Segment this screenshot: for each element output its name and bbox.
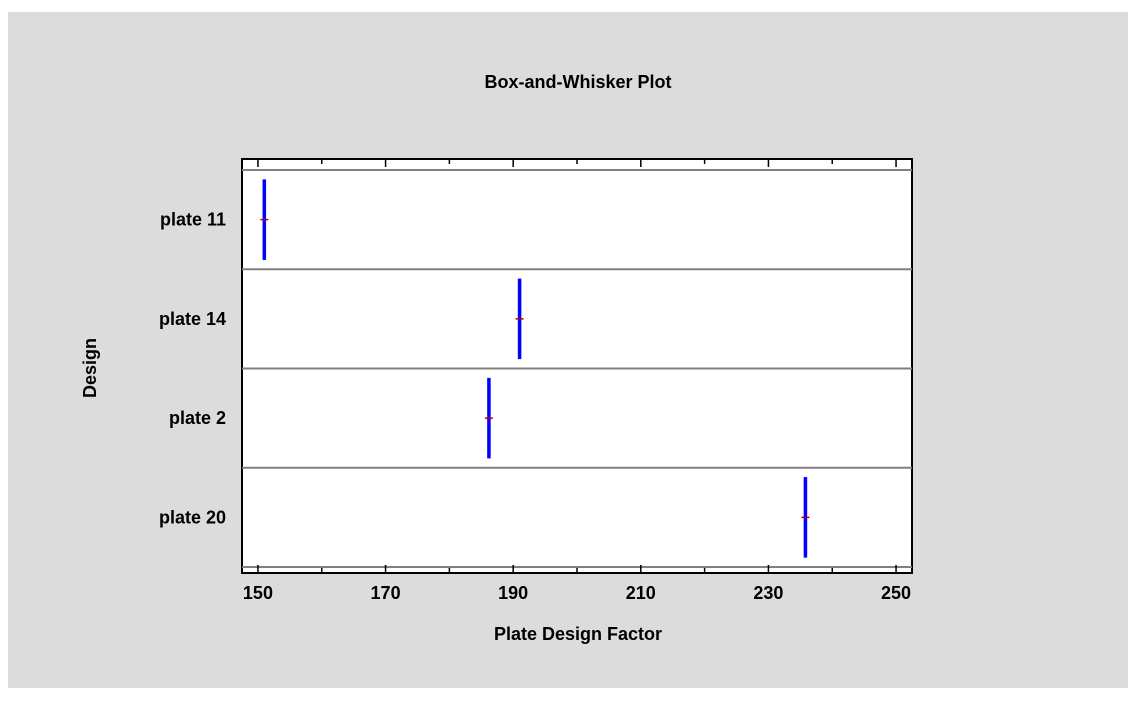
- category-label: plate 14: [159, 309, 226, 329]
- category-label: plate 11: [160, 210, 226, 230]
- y-axis-label: Design: [80, 338, 100, 398]
- plot-area: [241, 158, 913, 574]
- x-tick-label: 170: [371, 583, 401, 603]
- box-whisker-chart: Box-and-Whisker Plot 150 170 190 210 230 250 …: [80, 72, 913, 644]
- chart-title: Box-and-Whisker Plot: [484, 72, 671, 92]
- x-tick-label: 250: [881, 583, 911, 603]
- x-tick-label: 150: [243, 583, 273, 603]
- x-tick-label: 190: [498, 583, 528, 603]
- x-axis-label: Plate Design Factor: [494, 624, 662, 644]
- x-tick-label: 210: [626, 583, 656, 603]
- x-tick-label: 230: [753, 583, 783, 603]
- category-label: plate 20: [159, 507, 226, 527]
- chart-panel: Box-and-Whisker Plot 150 170 190 210 230 250 …: [8, 12, 1128, 688]
- category-label: plate 2: [169, 408, 226, 428]
